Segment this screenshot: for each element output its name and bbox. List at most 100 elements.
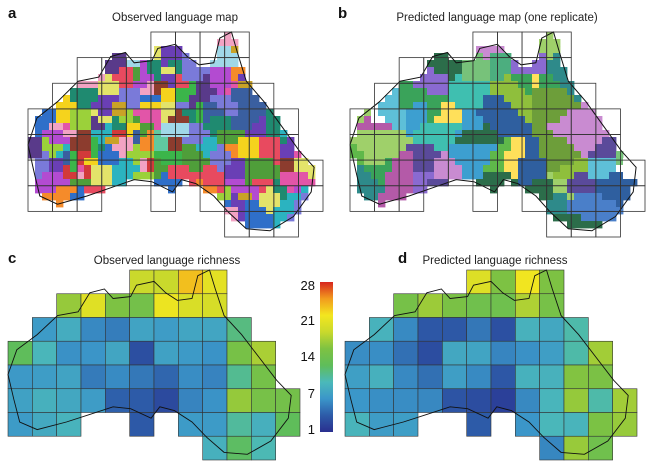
richness-grid-cell — [539, 388, 565, 413]
language-region-cell — [483, 137, 491, 145]
language-region-cell — [175, 74, 183, 82]
language-region-cell — [602, 214, 610, 222]
language-region-cell — [77, 144, 85, 152]
richness-grid-cell — [226, 340, 252, 366]
language-region-cell — [378, 144, 386, 152]
language-region-cell — [266, 214, 274, 222]
richness-grid-cell — [56, 412, 82, 437]
language-region-cell — [217, 53, 225, 61]
language-region-cell — [588, 172, 596, 180]
language-region-cell — [112, 172, 120, 180]
language-region-cell — [525, 116, 533, 124]
richness-grid-cell — [539, 364, 565, 390]
language-region-cell — [126, 95, 134, 103]
language-region-cell — [287, 165, 295, 173]
language-region-cell — [126, 60, 134, 68]
language-region-cell — [490, 158, 498, 166]
language-region-cell — [574, 137, 582, 145]
language-region-cell — [434, 116, 442, 124]
language-region-cell — [546, 39, 554, 47]
language-region-cell — [70, 151, 78, 159]
language-region-cell — [455, 165, 463, 173]
language-region-cell — [581, 214, 589, 222]
language-region-cell — [546, 95, 554, 103]
language-region-cell — [427, 172, 435, 180]
language-region-cell — [280, 151, 288, 159]
language-region-cell — [161, 137, 169, 145]
language-region-cell — [56, 116, 64, 124]
language-region-cell — [413, 123, 421, 131]
language-region-cell — [70, 179, 78, 187]
language-region-cell — [273, 137, 281, 145]
language-region-cell — [546, 137, 554, 145]
language-region-cell — [161, 158, 169, 166]
language-region-cell — [105, 137, 113, 145]
language-region-cell — [154, 130, 162, 138]
language-region-cell — [434, 81, 442, 89]
language-region-cell — [476, 172, 484, 180]
language-region-cell — [91, 109, 99, 117]
language-region-cell — [224, 102, 232, 110]
language-region-cell — [266, 116, 274, 124]
language-region-cell — [189, 172, 197, 180]
language-region-cell — [504, 123, 512, 131]
language-region-cell — [511, 67, 519, 75]
language-region-cell — [609, 165, 617, 173]
richness-grid-cell — [442, 388, 467, 413]
language-region-cell — [42, 130, 50, 138]
language-region-cell — [161, 81, 169, 89]
language-region-cell — [378, 123, 386, 131]
language-region-cell — [168, 158, 176, 166]
language-region-cell — [112, 137, 120, 145]
language-region-cell — [238, 102, 246, 110]
language-region-cell — [154, 88, 162, 96]
language-region-cell — [245, 165, 253, 173]
language-region-cell — [231, 186, 239, 194]
language-region-cell — [504, 102, 512, 110]
language-region-cell — [392, 179, 400, 187]
language-region-cell — [280, 165, 288, 173]
language-region-cell — [378, 102, 386, 110]
language-region-cell — [119, 151, 127, 159]
language-region-cell — [119, 137, 127, 145]
language-region-cell — [154, 74, 162, 82]
language-region-cell — [245, 179, 253, 187]
language-region-cell — [511, 74, 519, 82]
language-region-cell — [84, 158, 92, 166]
language-region-cell — [406, 123, 414, 131]
language-region-cell — [77, 158, 85, 166]
language-region-cell — [490, 172, 498, 180]
language-region-cell — [504, 158, 512, 166]
language-region-cell — [525, 67, 533, 75]
language-region-cell — [42, 116, 50, 124]
language-region-cell — [168, 179, 176, 187]
language-region-cell — [476, 165, 484, 173]
richness-grid-cell — [202, 412, 228, 437]
language-region-cell — [539, 109, 547, 117]
language-region-cell — [280, 214, 288, 222]
language-region-cell — [231, 130, 239, 138]
language-region-cell — [175, 158, 183, 166]
language-region-cell — [238, 214, 246, 222]
richness-grid-cell — [417, 388, 443, 413]
language-region-cell — [56, 144, 64, 152]
richness-grid-cell — [417, 340, 443, 366]
language-region-cell — [434, 109, 442, 117]
language-region-cell — [210, 144, 218, 152]
language-region-cell — [238, 165, 246, 173]
language-region-cell — [252, 221, 260, 229]
language-region-cell — [252, 130, 260, 138]
language-region-cell — [588, 158, 596, 166]
language-region-cell — [133, 60, 141, 68]
language-region-cell — [238, 67, 246, 75]
language-region-cell — [497, 151, 505, 159]
language-region-cell — [574, 123, 582, 131]
language-region-cell — [392, 151, 400, 159]
language-region-cell — [245, 214, 253, 222]
language-region-cell — [161, 179, 169, 187]
richness-grid-cell — [490, 269, 516, 295]
language-region-cell — [210, 137, 218, 145]
language-region-cell — [364, 151, 372, 159]
language-region-cell — [112, 158, 120, 166]
language-region-cell — [231, 81, 239, 89]
